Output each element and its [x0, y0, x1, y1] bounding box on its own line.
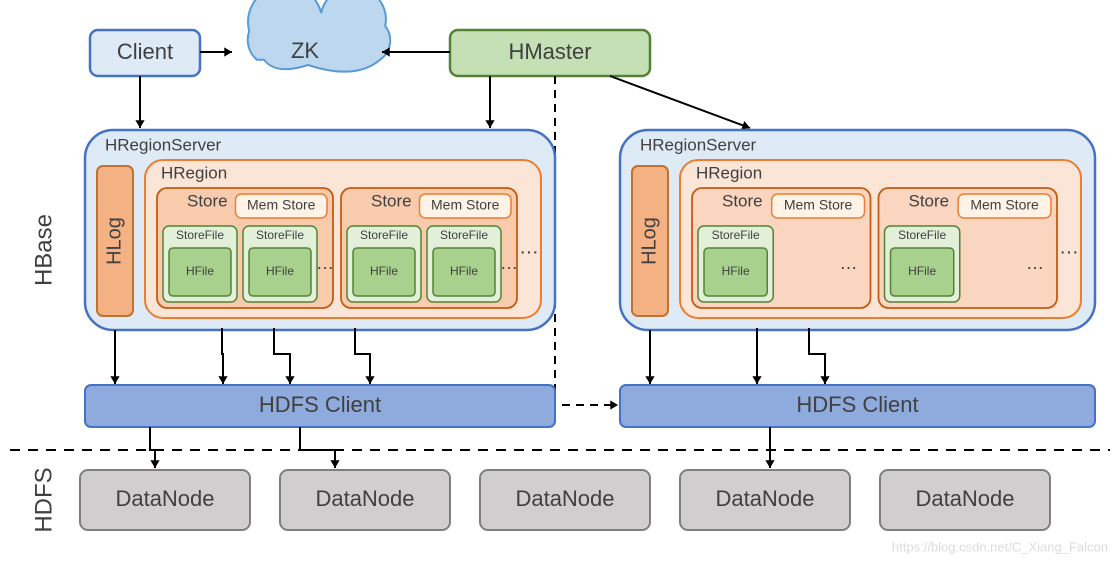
storefile-label: StoreFile: [360, 228, 408, 242]
hdfs-client-label: HDFS Client: [796, 392, 918, 417]
arrowhead: [645, 376, 654, 384]
poly-arrow: [355, 328, 370, 384]
store-label: Store: [371, 191, 412, 210]
ellipsis-label: …: [519, 236, 539, 258]
poly-arrow: [222, 328, 223, 384]
arrowhead: [224, 47, 232, 56]
arrowhead: [365, 376, 374, 384]
hregion-label: HRegion: [696, 163, 762, 182]
storefile-label: StoreFile: [256, 228, 304, 242]
ellipsis-label: …: [316, 253, 334, 273]
store-label: Store: [909, 191, 950, 210]
arrowhead: [285, 376, 294, 384]
hregionserver-label: HRegionServer: [640, 135, 757, 154]
store-label: Store: [722, 191, 763, 210]
hfile-label: HFile: [266, 264, 294, 278]
watermark-label: https://blog.csdn.net/C_Xiang_Falcon: [892, 539, 1108, 554]
hfile-label: HFile: [722, 264, 750, 278]
hlog-label: HLog: [103, 217, 125, 265]
hdfs-client-label: HDFS Client: [259, 392, 381, 417]
datanode-label: DataNode: [315, 486, 414, 511]
hregion-label: HRegion: [161, 163, 227, 182]
poly-arrow: [300, 427, 335, 468]
hdfs-section-label: HDFS: [30, 467, 57, 532]
hfile-label: HFile: [370, 264, 398, 278]
hregionserver-label: HRegionServer: [105, 135, 222, 154]
hbase-section-label: HBase: [30, 214, 57, 286]
arrowhead: [135, 120, 144, 128]
arrowhead: [610, 400, 618, 409]
memstore-label: Mem Store: [970, 197, 1039, 213]
datanode-label: DataNode: [915, 486, 1014, 511]
memstore-label: Mem Store: [784, 197, 853, 213]
hfile-label: HFile: [908, 264, 936, 278]
ellipsis-label: …: [1059, 236, 1079, 258]
datanode-label: DataNode: [115, 486, 214, 511]
arrow-line: [610, 76, 750, 128]
hfile-label: HFile: [450, 264, 478, 278]
store-label: Store: [187, 191, 228, 210]
arrowhead: [150, 460, 159, 468]
zk-label: ZK: [291, 38, 319, 63]
arrowhead: [218, 376, 227, 384]
storefile-label: StoreFile: [898, 228, 946, 242]
hlog-label: HLog: [638, 217, 660, 265]
storefile-label: StoreFile: [712, 228, 760, 242]
ellipsis-label: …: [500, 253, 518, 273]
arrowhead: [330, 460, 339, 468]
datanode-label: DataNode: [515, 486, 614, 511]
storefile-label: StoreFile: [440, 228, 488, 242]
datanode-label: DataNode: [715, 486, 814, 511]
poly-arrow: [809, 328, 825, 384]
memstore-label: Mem Store: [247, 197, 316, 213]
storefile-label: StoreFile: [176, 228, 224, 242]
arrowhead: [485, 120, 494, 128]
ellipsis-label: …: [1026, 253, 1044, 273]
arrowhead: [752, 376, 761, 384]
client-label: Client: [117, 39, 173, 64]
ellipsis-label: …: [840, 253, 858, 273]
hmaster-label: HMaster: [508, 39, 591, 64]
arrowhead: [820, 376, 829, 384]
hfile-label: HFile: [186, 264, 214, 278]
arrowhead: [110, 376, 119, 384]
arrowhead: [765, 460, 774, 468]
poly-arrow: [274, 328, 290, 384]
poly-arrow: [555, 76, 618, 405]
memstore-label: Mem Store: [431, 197, 500, 213]
